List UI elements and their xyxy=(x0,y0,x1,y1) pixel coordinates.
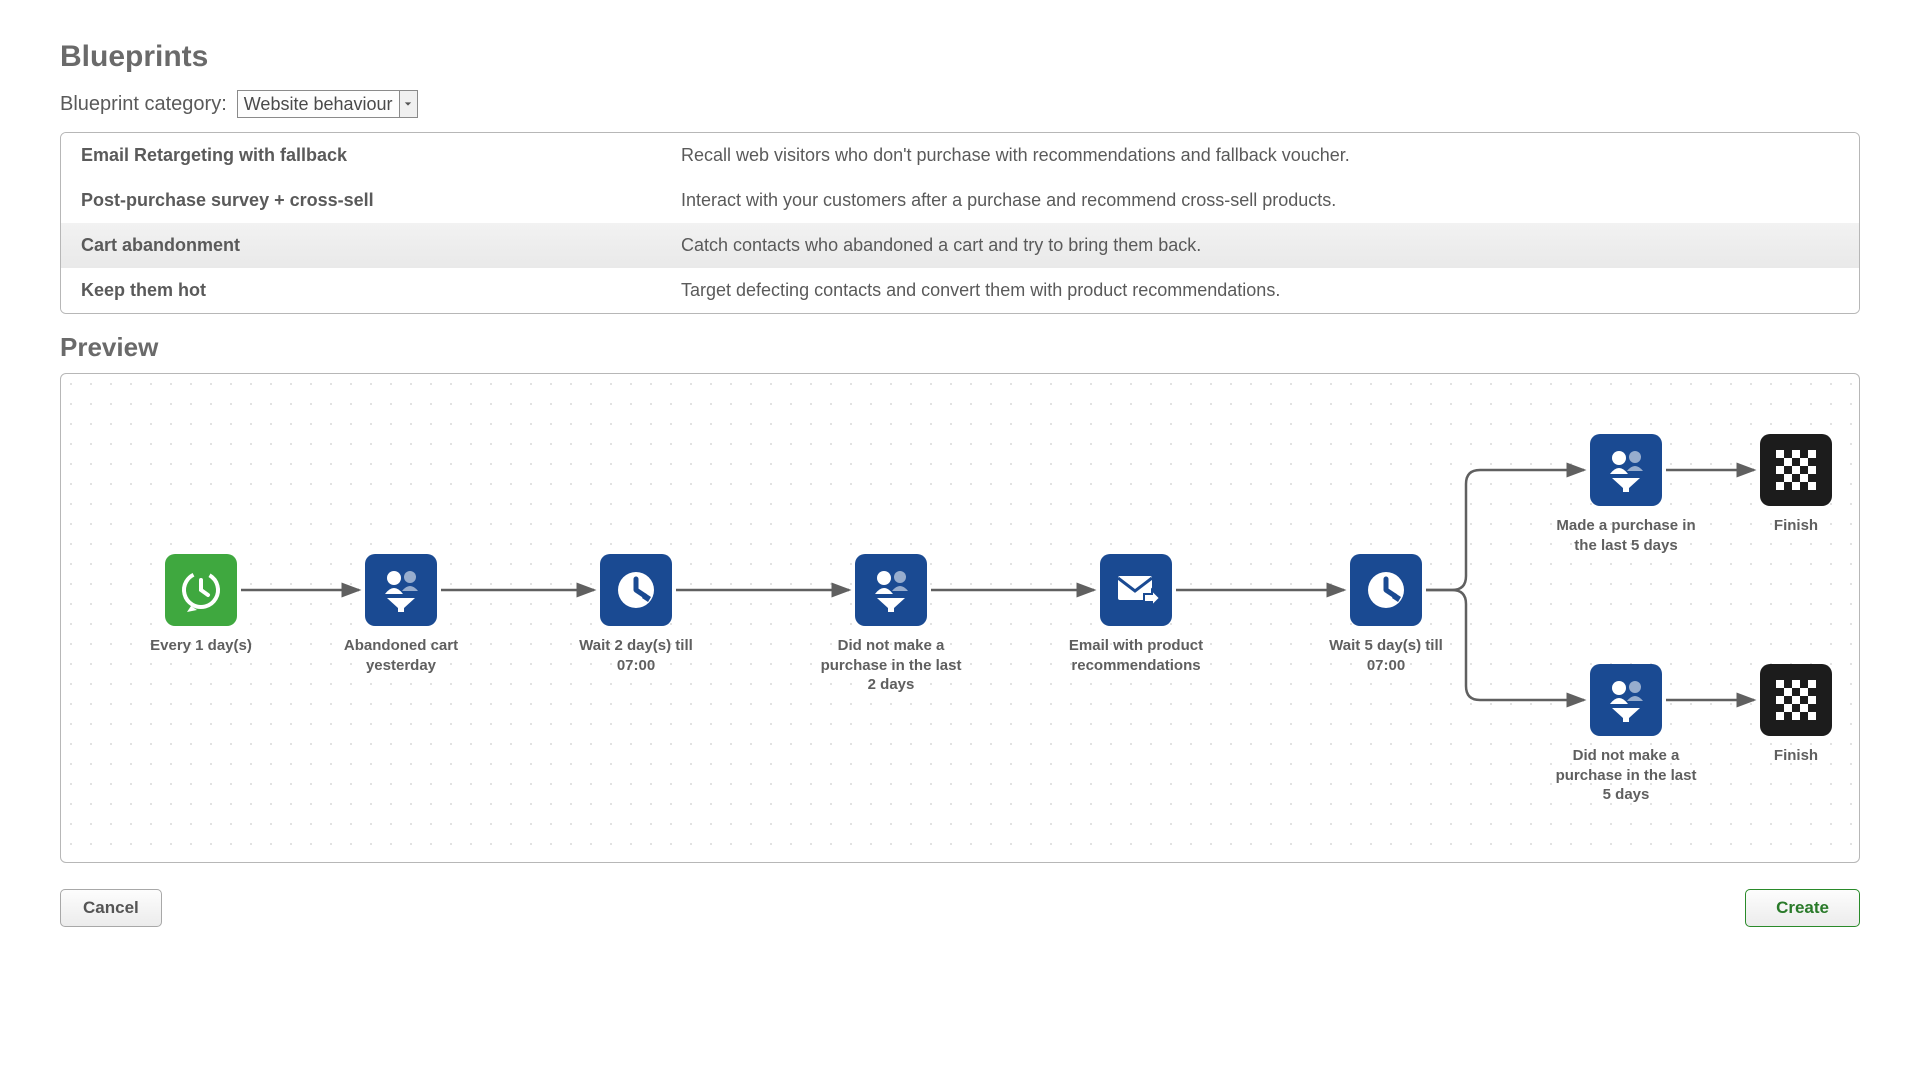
blueprint-row[interactable]: Cart abandonmentCatch contacts who aband… xyxy=(61,223,1859,268)
flow-node-label: Made a purchase in the last 5 days xyxy=(1551,516,1701,555)
flow-node-label: Wait 2 day(s) till 07:00 xyxy=(561,636,711,675)
create-button[interactable]: Create xyxy=(1745,889,1860,927)
dropdown-icon xyxy=(399,91,417,117)
filter-icon xyxy=(365,554,437,626)
blueprint-desc: Interact with your customers after a pur… xyxy=(681,190,1839,211)
flow-node-filter[interactable]: Did not make a purchase in the last 2 da… xyxy=(816,554,966,695)
flow-node-filter[interactable]: Abandoned cart yesterday xyxy=(326,554,476,675)
blueprint-row[interactable]: Keep them hotTarget defecting contacts a… xyxy=(61,268,1859,313)
category-select[interactable]: Website behaviour xyxy=(237,90,418,118)
preview-title: Preview xyxy=(60,332,1860,363)
button-bar: Cancel Create xyxy=(60,889,1860,927)
blueprint-name: Post-purchase survey + cross-sell xyxy=(81,190,681,211)
flow-node-wait[interactable]: Wait 2 day(s) till 07:00 xyxy=(561,554,711,675)
cancel-button[interactable]: Cancel xyxy=(60,889,162,927)
blueprint-desc: Recall web visitors who don't purchase w… xyxy=(681,145,1839,166)
flow-node-label: Did not make a purchase in the last 2 da… xyxy=(816,636,966,695)
finish-icon xyxy=(1760,664,1832,736)
blueprint-desc: Target defecting contacts and convert th… xyxy=(681,280,1839,301)
flow-node-label: Wait 5 day(s) till 07:00 xyxy=(1311,636,1461,675)
category-label: Blueprint category: xyxy=(60,93,227,116)
flow-node-filter[interactable]: Made a purchase in the last 5 days xyxy=(1551,434,1701,555)
flow-node-label: Finish xyxy=(1774,516,1818,536)
timer-icon xyxy=(165,554,237,626)
email-icon xyxy=(1100,554,1172,626)
flow-node-label: Email with product recommendations xyxy=(1061,636,1211,675)
blueprint-row[interactable]: Email Retargeting with fallbackRecall we… xyxy=(61,133,1859,178)
filter-icon xyxy=(1590,434,1662,506)
filter-icon xyxy=(855,554,927,626)
blueprint-name: Keep them hot xyxy=(81,280,681,301)
flow-node-label: Every 1 day(s) xyxy=(150,636,252,656)
flow-node-email[interactable]: Email with product recommendations xyxy=(1061,554,1211,675)
category-select-value: Website behaviour xyxy=(238,94,399,115)
blueprint-row[interactable]: Post-purchase survey + cross-sellInterac… xyxy=(61,178,1859,223)
blueprint-desc: Catch contacts who abandoned a cart and … xyxy=(681,235,1839,256)
flow-node-label: Did not make a purchase in the last 5 da… xyxy=(1551,746,1701,805)
flow-node-label: Abandoned cart yesterday xyxy=(326,636,476,675)
wait-icon xyxy=(600,554,672,626)
blueprint-name: Email Retargeting with fallback xyxy=(81,145,681,166)
filter-icon xyxy=(1590,664,1662,736)
wait-icon xyxy=(1350,554,1422,626)
flow-node-filter[interactable]: Did not make a purchase in the last 5 da… xyxy=(1551,664,1701,805)
flow-node-label: Finish xyxy=(1774,746,1818,766)
flow-node-finish[interactable]: Finish xyxy=(1721,664,1860,766)
flow-node-finish[interactable]: Finish xyxy=(1721,434,1860,536)
flow-node-wait[interactable]: Wait 5 day(s) till 07:00 xyxy=(1311,554,1461,675)
preview-canvas: Every 1 day(s) Abandoned cart yesterday W… xyxy=(60,373,1860,863)
blueprint-table: Email Retargeting with fallbackRecall we… xyxy=(60,132,1860,314)
finish-icon xyxy=(1760,434,1832,506)
flow-node-timer[interactable]: Every 1 day(s) xyxy=(126,554,276,656)
blueprint-name: Cart abandonment xyxy=(81,235,681,256)
category-row: Blueprint category: Website behaviour xyxy=(60,90,1860,118)
page-title: Blueprints xyxy=(60,40,1860,74)
